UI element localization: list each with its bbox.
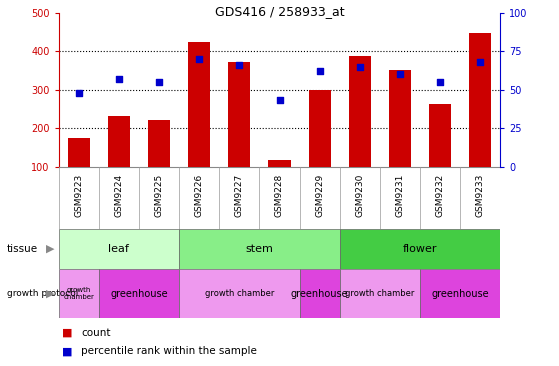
Bar [300,269,340,318]
Text: GSM9226: GSM9226 [195,174,203,217]
Bar [68,138,90,167]
Text: count: count [81,328,111,338]
Point [235,62,244,68]
Text: leaf: leaf [108,244,129,254]
Point [476,59,485,65]
Bar [309,90,331,167]
Point [356,64,364,70]
Text: ▶: ▶ [46,289,55,299]
Bar [389,70,411,167]
Bar [179,229,340,269]
Point [155,79,164,85]
Text: GSM9224: GSM9224 [115,174,124,217]
Bar [228,62,250,167]
Text: ■: ■ [61,328,72,338]
Bar [340,229,500,269]
Point [195,56,203,62]
Bar [148,120,170,167]
Text: greenhouse: greenhouse [110,289,168,299]
Point [395,71,404,77]
Bar [349,56,371,167]
Bar [99,269,179,318]
Text: GSM9232: GSM9232 [435,174,444,217]
Text: GSM9227: GSM9227 [235,174,244,217]
Bar [469,33,491,167]
Bar [429,104,451,167]
Point [74,90,83,96]
Text: tissue: tissue [7,244,38,254]
Text: ■: ■ [61,346,72,356]
Text: GSM9231: GSM9231 [395,174,405,217]
Text: GSM9223: GSM9223 [74,174,83,217]
Bar [179,269,300,318]
Bar [420,269,500,318]
Text: growth protocol: growth protocol [7,289,78,298]
Text: growth chamber: growth chamber [345,289,415,298]
Text: GSM9228: GSM9228 [275,174,284,217]
Text: greenhouse: greenhouse [432,289,489,299]
Text: GSM9233: GSM9233 [476,174,485,217]
Text: GDS416 / 258933_at: GDS416 / 258933_at [215,5,344,19]
Point [275,97,284,103]
Text: stem: stem [245,244,273,254]
Text: greenhouse: greenhouse [291,289,348,299]
Point [435,79,444,85]
Text: percentile rank within the sample: percentile rank within the sample [81,346,257,356]
Bar [188,42,210,167]
Bar [108,116,130,167]
Bar [59,229,179,269]
Text: flower: flower [403,244,437,254]
Text: growth
chamber: growth chamber [63,287,94,300]
Text: GSM9225: GSM9225 [154,174,164,217]
Text: ▶: ▶ [46,244,55,254]
Text: growth chamber: growth chamber [205,289,274,298]
Point [115,76,124,82]
Bar [340,269,420,318]
Text: GSM9230: GSM9230 [356,174,364,217]
Point [315,68,324,74]
Bar [59,269,99,318]
Bar [268,160,291,167]
Text: GSM9229: GSM9229 [315,174,324,217]
